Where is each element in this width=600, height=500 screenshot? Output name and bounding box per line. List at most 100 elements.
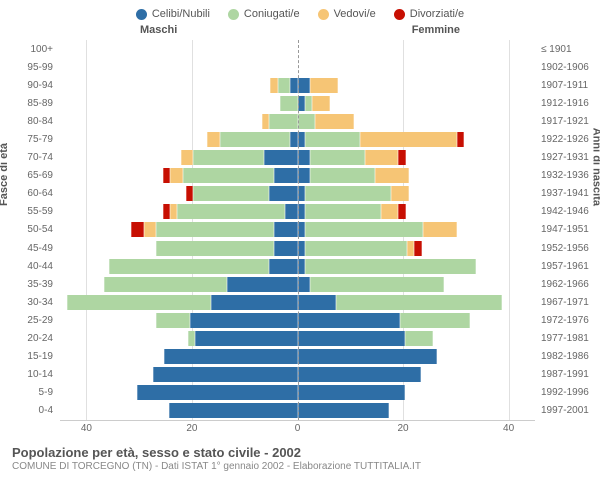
female-bar xyxy=(298,168,536,183)
bar-segment xyxy=(298,259,305,274)
bar-segment xyxy=(144,222,157,237)
female-bar xyxy=(298,114,536,129)
female-bar xyxy=(298,385,536,400)
birth-label: 1962-1966 xyxy=(541,279,597,290)
x-tick: 20 xyxy=(186,423,197,434)
bar-segment xyxy=(164,349,298,364)
bar-segment xyxy=(183,168,275,183)
chart-container: Celibi/NubiliConiugati/eVedovi/eDivorzia… xyxy=(0,0,600,500)
birth-label: 1987-1991 xyxy=(541,369,597,380)
age-label: 50-54 xyxy=(5,224,53,235)
bar-segment xyxy=(305,241,407,256)
birth-label: 1942-1946 xyxy=(541,206,597,217)
age-label: 80-84 xyxy=(5,116,53,127)
bar-segment xyxy=(170,204,177,219)
bar-segment xyxy=(305,259,476,274)
bar-segment xyxy=(298,78,311,93)
male-bar xyxy=(60,78,298,93)
legend-label: Celibi/Nubili xyxy=(152,8,210,20)
bar-segment xyxy=(190,313,298,328)
bar-segment xyxy=(305,186,391,201)
male-bar xyxy=(60,241,298,256)
female-bar xyxy=(298,78,536,93)
age-label: 70-74 xyxy=(5,152,53,163)
female-bar xyxy=(298,403,536,418)
bar-segment xyxy=(163,204,170,219)
bar-segment xyxy=(310,277,444,292)
bar-segment xyxy=(298,204,305,219)
female-bar xyxy=(298,295,536,310)
chart-title: Popolazione per età, sesso e stato civil… xyxy=(12,445,588,460)
age-label: 100+ xyxy=(5,44,53,55)
age-label: 5-9 xyxy=(5,387,53,398)
legend-dot xyxy=(394,9,405,20)
bar-segment xyxy=(298,313,400,328)
male-bar xyxy=(60,295,298,310)
female-bar xyxy=(298,277,536,292)
birth-label: 1977-1981 xyxy=(541,333,597,344)
bar-segment xyxy=(375,168,409,183)
label-maschi: Maschi xyxy=(140,24,177,36)
age-label: 0-4 xyxy=(5,405,53,416)
bar-segment xyxy=(298,114,316,129)
age-label: 95-99 xyxy=(5,62,53,73)
bar-segment xyxy=(211,295,297,310)
bar-segment xyxy=(137,385,297,400)
x-axis: 402002040 xyxy=(60,420,535,439)
birth-label: 1927-1931 xyxy=(541,152,597,163)
bar-segment xyxy=(262,114,269,129)
bar-segment xyxy=(298,96,305,111)
birth-label: 1967-1971 xyxy=(541,297,597,308)
bar-segment xyxy=(310,168,375,183)
birth-label: 1992-1996 xyxy=(541,387,597,398)
bar-segment xyxy=(188,331,195,346)
bar-segment xyxy=(177,204,285,219)
male-bar xyxy=(60,367,298,382)
bar-segment xyxy=(298,150,311,165)
bar-segment xyxy=(186,186,193,201)
bar-segment xyxy=(312,96,330,111)
chart-area: 100+≤ 190195-991902-190690-941907-191185… xyxy=(60,40,535,420)
bar-segment xyxy=(298,385,406,400)
bar-segment xyxy=(156,313,190,328)
bar-segment xyxy=(269,259,297,274)
birth-label: 1952-1956 xyxy=(541,243,597,254)
birth-label: 1957-1961 xyxy=(541,261,597,272)
bar-segment xyxy=(290,78,297,93)
chart-subtitle: COMUNE DI TORCEGNO (TN) - Dati ISTAT 1° … xyxy=(12,461,588,472)
bar-segment xyxy=(381,204,399,219)
bar-segment xyxy=(274,241,297,256)
bar-segment xyxy=(310,150,365,165)
bar-segment xyxy=(269,114,297,129)
bar-segment xyxy=(298,403,390,418)
bar-segment xyxy=(156,222,274,237)
bar-segment xyxy=(298,349,437,364)
female-bar xyxy=(298,241,536,256)
male-bar xyxy=(60,403,298,418)
bar-segment xyxy=(298,241,305,256)
age-label: 15-19 xyxy=(5,351,53,362)
bar-segment xyxy=(298,367,421,382)
bar-segment xyxy=(298,168,311,183)
center-line xyxy=(298,40,299,420)
birth-label: 1947-1951 xyxy=(541,224,597,235)
bar-segment xyxy=(169,403,298,418)
male-bar xyxy=(60,150,298,165)
bar-segment xyxy=(365,150,399,165)
bar-segment xyxy=(207,132,220,147)
bar-segment xyxy=(310,78,338,93)
male-bar xyxy=(60,222,298,237)
bar-segment xyxy=(405,331,433,346)
female-bar xyxy=(298,150,536,165)
chart-footer: Popolazione per età, sesso e stato civil… xyxy=(0,439,600,472)
bar-segment xyxy=(298,132,305,147)
bar-segment xyxy=(305,132,360,147)
bar-segment xyxy=(227,277,298,292)
bar-segment xyxy=(67,295,212,310)
birth-label: 1997-2001 xyxy=(541,405,597,416)
x-tick: 20 xyxy=(397,423,408,434)
age-label: 65-69 xyxy=(5,170,53,181)
legend-item: Coniugati/e xyxy=(228,8,300,20)
bar-segment xyxy=(269,186,297,201)
bar-segment xyxy=(274,222,297,237)
